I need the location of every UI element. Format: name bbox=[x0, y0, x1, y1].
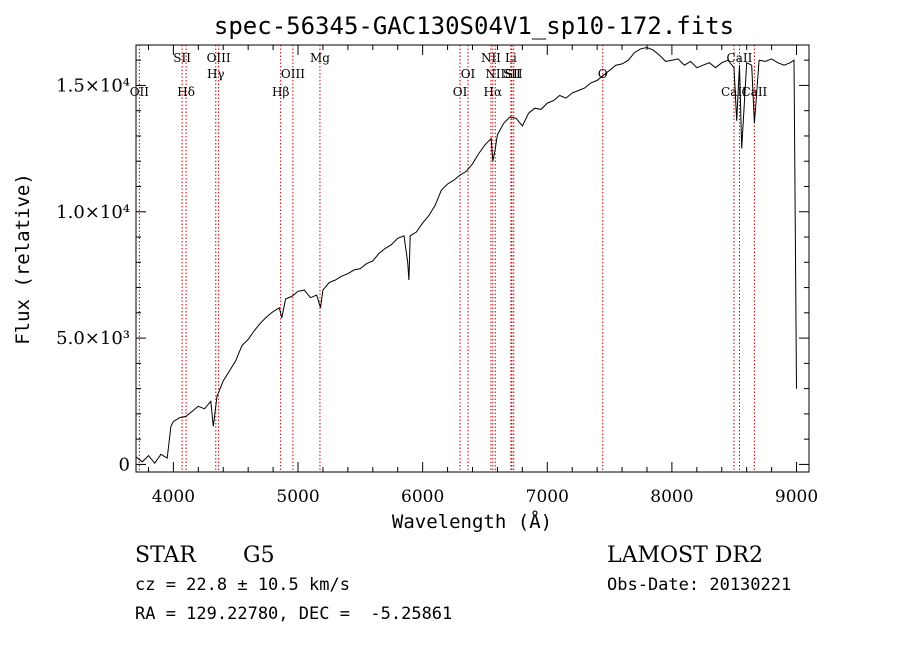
x-tick-label: 5000 bbox=[276, 487, 319, 507]
line-marker-label: OIII bbox=[207, 51, 231, 65]
line-marker-label: NII bbox=[485, 67, 505, 81]
line-marker-label: OI bbox=[453, 85, 468, 99]
subclass: G5 bbox=[243, 543, 275, 568]
y-tick-label: 5.0×10³ bbox=[56, 328, 130, 349]
y-axis-label: Flux (relative) bbox=[12, 173, 34, 345]
object-class: STAR bbox=[135, 543, 197, 568]
line-marker-label: SII bbox=[173, 51, 191, 65]
line-marker-label: Li bbox=[505, 51, 517, 65]
line-marker-label: O bbox=[598, 67, 608, 81]
line-markers: OIISIIHδHγOIIIHβOIIIMgOIOINIIHαNIILiSIIS… bbox=[130, 45, 768, 472]
x-tick-label: 8000 bbox=[650, 487, 693, 507]
x-axis-label: Wavelength (Å) bbox=[392, 510, 552, 533]
line-marker-label: CaII bbox=[741, 85, 767, 99]
line-marker-label: SII bbox=[503, 67, 521, 81]
line-marker-label: CaII bbox=[727, 51, 753, 65]
x-tick-label: 6000 bbox=[401, 487, 444, 507]
y-tick-label: 0 bbox=[119, 454, 130, 475]
redshift-cz: cz = 22.8 ± 10.5 km/s bbox=[135, 575, 350, 595]
line-marker-label: NII bbox=[481, 51, 501, 65]
y-axis: 0 5.0×10³ 1.0×10⁴ 1.5×10⁴ bbox=[56, 59, 809, 475]
line-marker-label: Hα bbox=[484, 85, 503, 99]
line-marker-label: Mg bbox=[310, 51, 330, 65]
line-marker-label: OII bbox=[130, 85, 150, 99]
coordinates: RA = 129.22780, DEC = -5.25861 bbox=[135, 604, 452, 624]
x-tick-label: 4000 bbox=[152, 487, 195, 507]
obs-date: Obs-Date: 20130221 bbox=[607, 575, 791, 595]
y-tick-label: 1.0×10⁴ bbox=[56, 202, 130, 223]
x-axis: 4000 5000 6000 7000 8000 9000 bbox=[147, 45, 818, 507]
x-tick-label: 9000 bbox=[775, 487, 818, 507]
line-marker-label: Hγ bbox=[207, 67, 225, 81]
line-marker-label: SII bbox=[505, 67, 523, 81]
line-marker-label: Hδ bbox=[177, 85, 195, 99]
line-marker-label: Hβ bbox=[272, 85, 289, 99]
spectrum-line bbox=[135, 46, 797, 465]
x-tick-label: 7000 bbox=[526, 487, 569, 507]
survey-name: LAMOST DR2 bbox=[607, 543, 763, 568]
y-tick-label: 1.5×10⁴ bbox=[56, 75, 130, 96]
chart-title: spec-56345-GAC130S04V1_sp10-172.fits bbox=[214, 12, 734, 40]
plot-frame bbox=[135, 44, 810, 473]
line-marker-label: OIII bbox=[281, 67, 305, 81]
line-marker-label: OI bbox=[461, 67, 476, 81]
